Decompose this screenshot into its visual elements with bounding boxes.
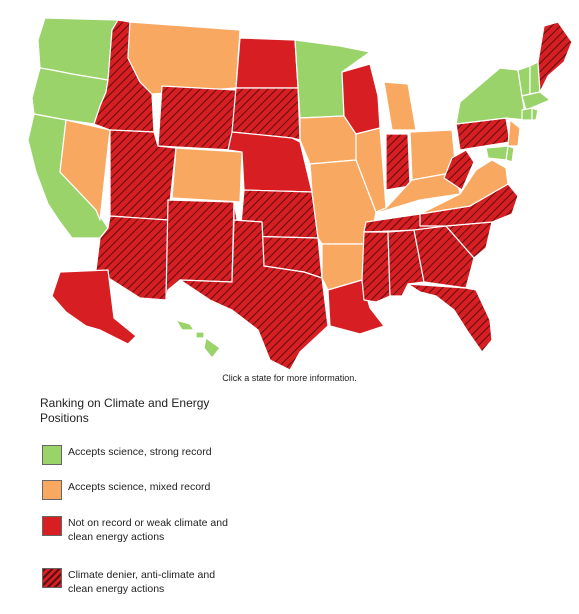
legend-swatch-green	[42, 445, 62, 465]
state-nj[interactable]	[507, 119, 521, 147]
state-mt[interactable]	[127, 21, 241, 95]
state-in[interactable]	[385, 133, 411, 191]
state-tx[interactable]	[179, 219, 329, 370]
state-wy[interactable]	[157, 85, 237, 151]
state-ma[interactable]	[521, 91, 551, 111]
legend-label-orange: Accepts science, mixed record	[68, 481, 211, 493]
state-nd[interactable]	[235, 37, 299, 89]
map-caption: Click a state for more information.	[222, 373, 357, 383]
state-ri[interactable]	[531, 107, 539, 121]
state-fl[interactable]	[407, 283, 493, 353]
state-wv[interactable]	[443, 149, 475, 191]
state-co[interactable]	[171, 147, 243, 203]
state-ms[interactable]	[361, 231, 391, 303]
legend-swatch-red	[42, 516, 62, 536]
state-md[interactable]	[485, 145, 509, 161]
state-ia[interactable]	[299, 115, 357, 165]
legend-label-red: Not on record or weak climate and clean …	[68, 517, 228, 543]
state-me[interactable]	[537, 21, 573, 93]
state-ak[interactable]	[51, 269, 137, 345]
state-va[interactable]	[419, 159, 509, 215]
legend-title: Ranking on Climate and Energy Positions	[40, 396, 210, 425]
state-ny[interactable]	[455, 67, 527, 125]
legend-swatch-orange	[42, 480, 62, 500]
state-hi[interactable]	[175, 319, 221, 359]
legend-label-hatched: Climate denier, anti-climate and clean e…	[68, 569, 216, 595]
state-mi[interactable]	[383, 81, 417, 131]
state-nv[interactable]	[59, 119, 111, 221]
state-ct[interactable]	[521, 107, 533, 121]
legend-label-green: Accepts science, strong record	[68, 446, 212, 458]
us-map	[27, 17, 573, 370]
state-sd[interactable]	[231, 87, 301, 141]
legend-swatch-hatched	[42, 568, 62, 588]
